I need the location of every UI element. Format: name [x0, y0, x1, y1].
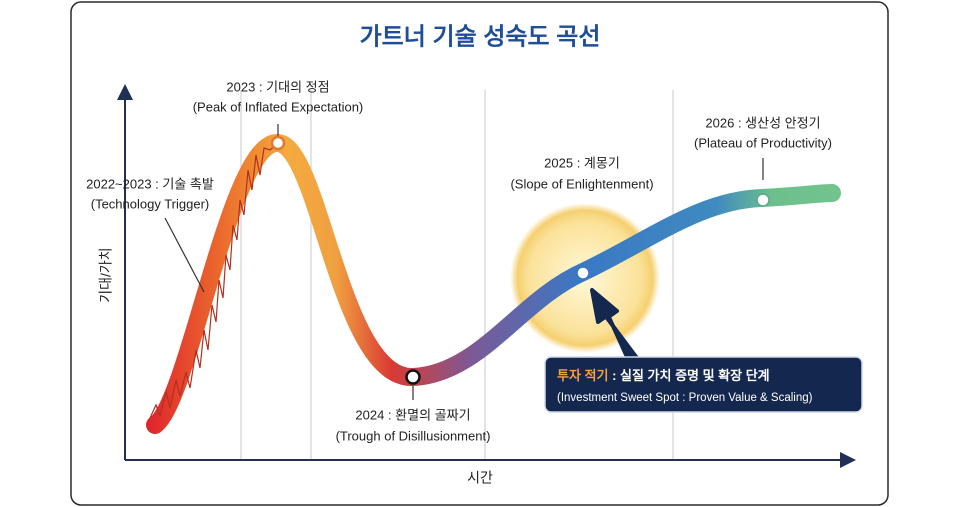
phase-label: 2026 : 생산성 안정기 — [705, 115, 820, 130]
noise-line — [149, 144, 277, 419]
callout-text: : 실질 가치 증명 및 확장 단계 — [608, 368, 769, 383]
title: 가트너 기술 성숙도 곡선 — [360, 23, 601, 50]
phase-english: (Technology Trigger) — [91, 196, 210, 211]
axes — [117, 84, 856, 468]
phase-label: 2022~2023 : 기술 촉발 — [86, 176, 214, 191]
phase-label: 2023 : 기대의 정점 — [226, 79, 329, 94]
callout-english: (Investment Sweet Spot : Proven Value & … — [557, 392, 813, 404]
grid-lines — [240, 90, 674, 460]
y-axis-label: 기대/가치 — [98, 247, 114, 302]
callout-title: 투자 적기 : 실질 가치 증명 및 확장 단계 — [557, 368, 770, 383]
phase-label: 2024 : 환멸의 골짜기 — [355, 407, 470, 422]
phase-english: (Slope of Enlightenment) — [510, 176, 653, 191]
phase-label: 2025 : 계몽기 — [544, 155, 620, 170]
callout-box — [544, 356, 863, 413]
callout-highlight: 투자 적기 — [557, 368, 608, 383]
leader-lines — [164, 124, 764, 400]
x-axis-label: 시간 — [467, 470, 493, 486]
phase-english: (Trough of Disillusionment) — [336, 428, 491, 443]
phase-english: (Peak of Inflated Expectation) — [193, 99, 364, 114]
markers — [270, 135, 770, 385]
phase-english: (Plateau of Productivity) — [694, 135, 832, 150]
